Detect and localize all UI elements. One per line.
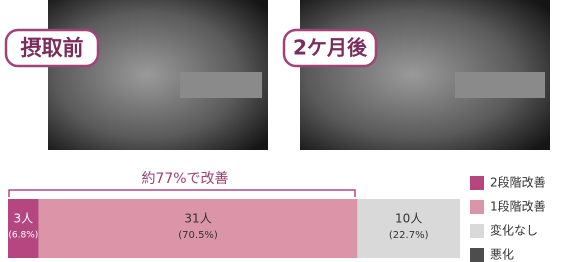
bar-segment bbox=[39, 199, 358, 258]
legend-label: 悪化 bbox=[490, 248, 514, 262]
legend-label: 1段階改善 bbox=[490, 199, 546, 214]
value-label: (6.8%) bbox=[8, 231, 38, 241]
legend-swatch bbox=[470, 248, 484, 262]
count-label: 31人 bbox=[184, 212, 211, 226]
legend-swatch bbox=[470, 176, 484, 190]
bracket bbox=[9, 190, 355, 197]
bar-segment bbox=[8, 199, 39, 258]
count-label: 3人 bbox=[14, 212, 34, 226]
annotation: 約77%で改善 bbox=[141, 171, 228, 187]
photo-label: 2ケ月後 bbox=[293, 36, 368, 60]
legend-swatch bbox=[470, 224, 484, 238]
photo-after bbox=[300, 0, 550, 150]
photo-label: 摂取前 bbox=[21, 36, 84, 60]
legend-label: 変化なし bbox=[490, 223, 538, 238]
legend-swatch bbox=[470, 200, 484, 214]
page: 摂取前 2ケ月後 約77%で改善 3人 (6.8%) 2段階改善 31人 (70.5%)… bbox=[0, 0, 572, 262]
count-label: 10人 bbox=[395, 212, 422, 226]
value-label: (70.5%) bbox=[178, 230, 218, 241]
bar-segment bbox=[357, 199, 460, 258]
value-label: (22.7%) bbox=[389, 230, 429, 241]
photo-before bbox=[48, 0, 268, 150]
legend-label: 2段階改善 bbox=[490, 175, 546, 190]
